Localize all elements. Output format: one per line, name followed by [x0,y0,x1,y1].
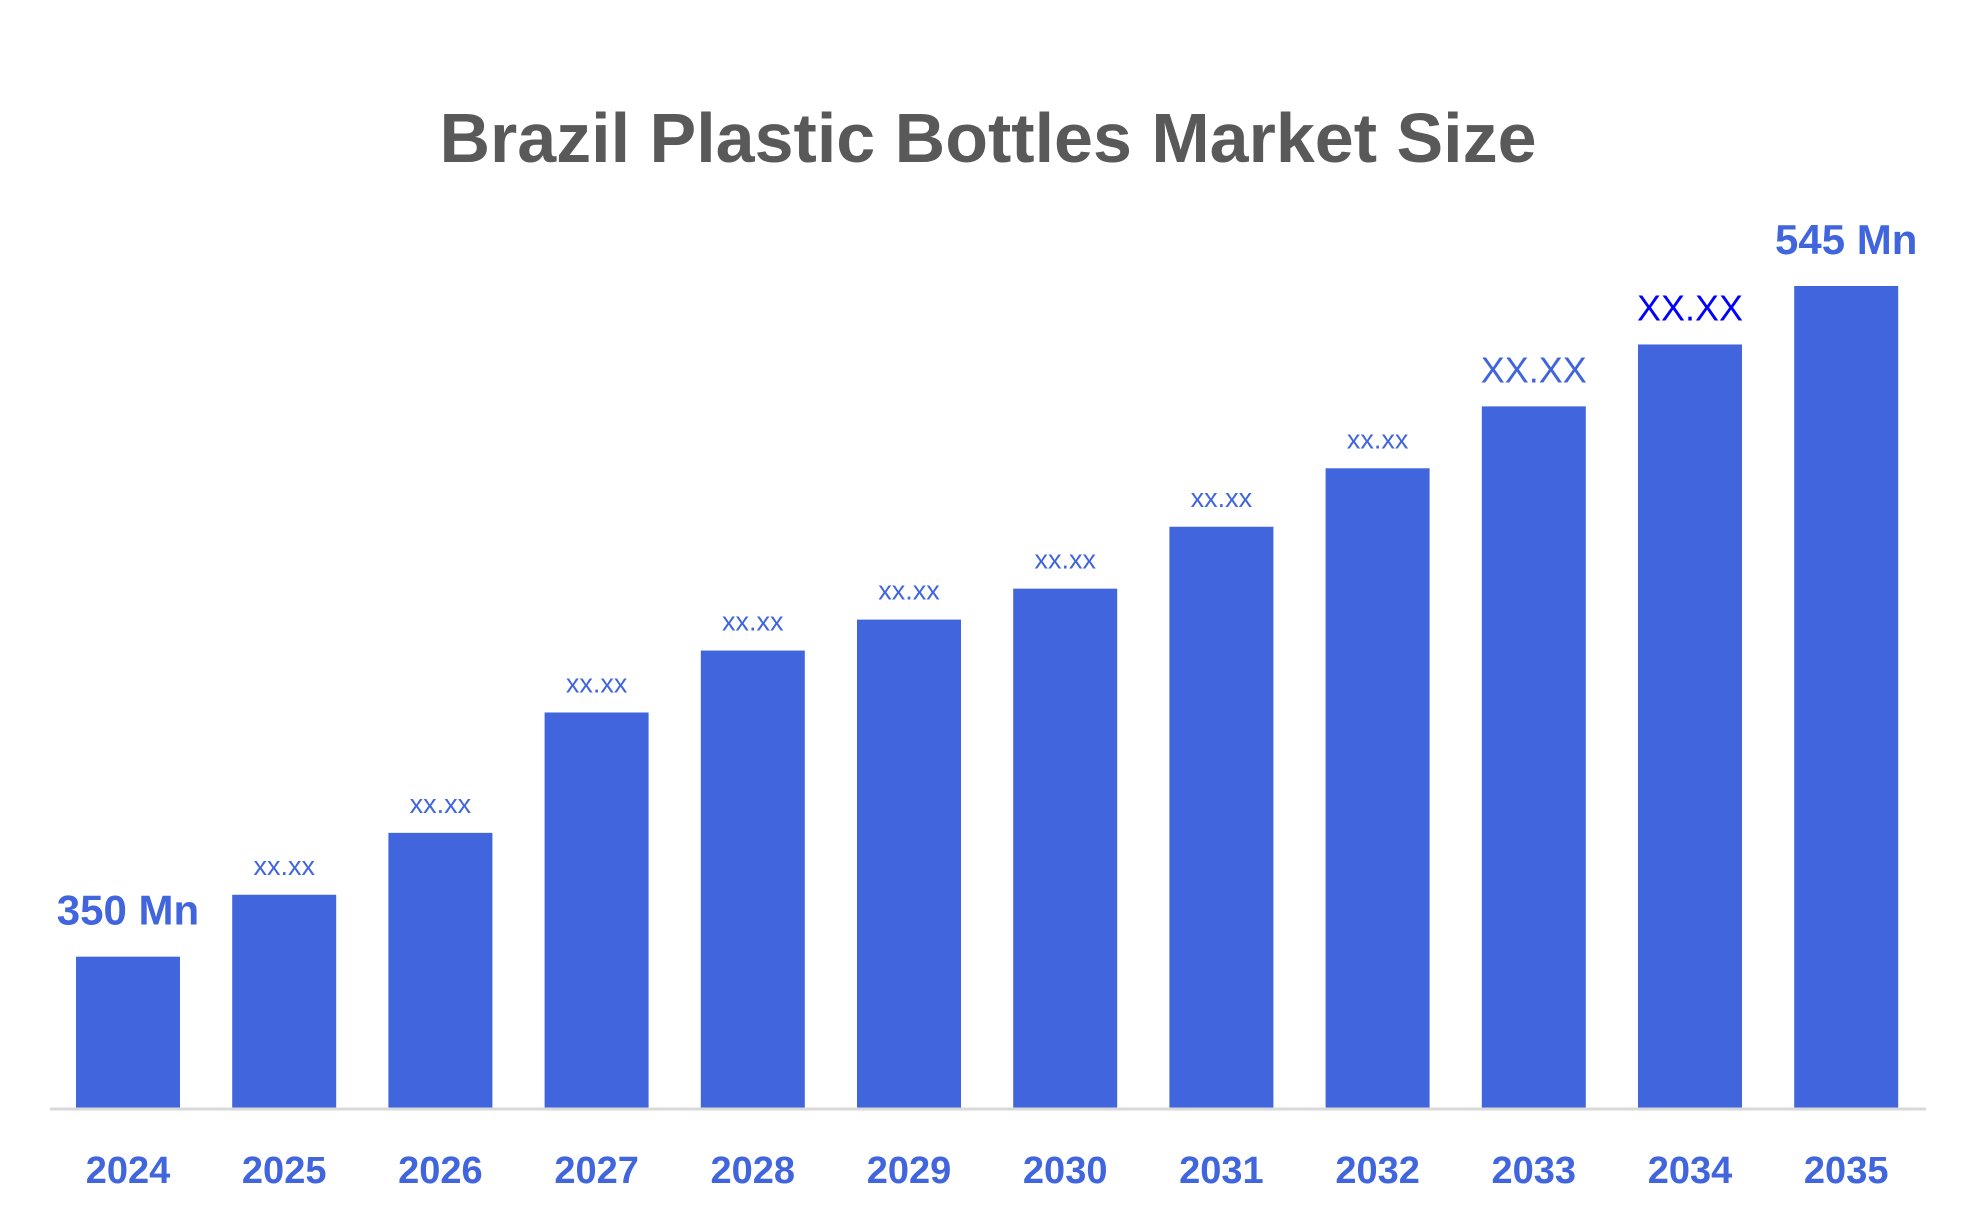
x-tick-label-2027: 2027 [554,1150,639,1192]
chart-title: Brazil Plastic Bottles Market Size [439,99,1536,177]
data-label-2031: xx.xx [1191,483,1253,513]
bar-2034 [1638,344,1742,1108]
x-tick-label-2025: 2025 [242,1150,327,1192]
data-label-2024: 350 Mn [57,887,199,934]
x-tick-label-2026: 2026 [398,1150,483,1192]
x-tick-label-2031: 2031 [1179,1150,1264,1192]
x-tick-label-2029: 2029 [867,1150,952,1192]
data-label-2025: xx.xx [253,851,315,881]
bar-2027 [544,712,649,1108]
data-label-2034: XX.XX [1637,287,1743,328]
data-label-2028: xx.xx [722,607,784,637]
x-tick-label-2024: 2024 [86,1150,171,1192]
data-label-2027: xx.xx [566,668,628,698]
bar-2026 [388,832,493,1108]
bar-2028 [700,650,805,1108]
bar-2029 [857,619,961,1108]
bar-2033 [1481,406,1586,1108]
data-label-2035: 545 Mn [1775,216,1917,263]
bar-2025 [232,894,337,1108]
x-tick-label-2034: 2034 [1648,1150,1733,1192]
data-label-2032: xx.xx [1347,424,1409,454]
data-label-2033: XX.XX [1481,349,1587,390]
x-tick-label-2032: 2032 [1335,1150,1420,1192]
data-label-2026: xx.xx [410,789,472,819]
bar-2030 [1013,588,1118,1108]
bar-2035 [1794,286,1899,1108]
x-tick-label-2033: 2033 [1492,1150,1577,1192]
bar-2031 [1169,526,1274,1108]
bar-2024 [76,956,180,1108]
x-tick-label-2035: 2035 [1804,1150,1889,1192]
x-tick-label-2028: 2028 [711,1150,796,1192]
bar-2032 [1325,468,1430,1108]
data-label-2029: xx.xx [878,576,940,606]
x-tick-label-2030: 2030 [1023,1150,1108,1192]
data-label-2030: xx.xx [1034,545,1096,575]
